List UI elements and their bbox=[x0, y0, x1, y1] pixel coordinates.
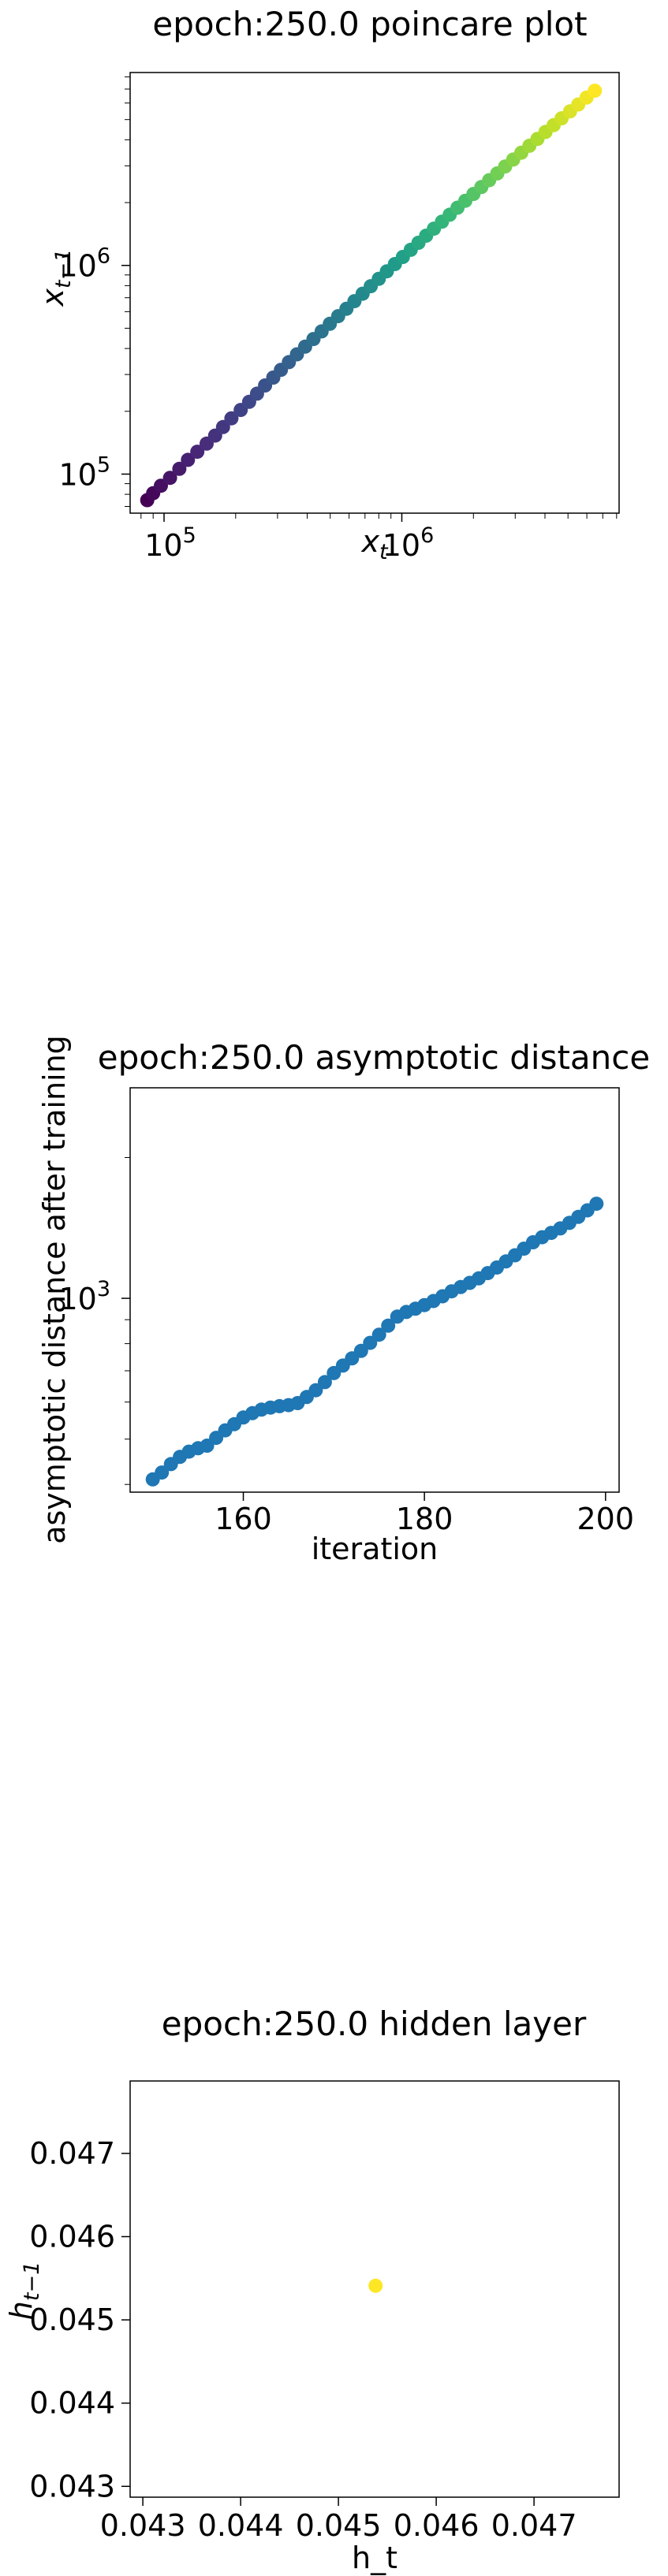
asymptotic-point bbox=[308, 1383, 323, 1398]
hidden-x-tick-label: 0.044 bbox=[198, 2508, 284, 2543]
asymptotic-distance-frame bbox=[129, 1087, 620, 1493]
poincare-y-axis-label: xt−1 bbox=[35, 249, 76, 307]
poincare-point bbox=[181, 452, 196, 467]
poincare-plot: epoch:250.0 poincare plot 105 106 105 10… bbox=[35, 5, 620, 564]
hidden-x-tick-label: 0.043 bbox=[100, 2508, 186, 2543]
asymptotic-x-axis-label: iteration bbox=[312, 1532, 438, 1566]
poincare-plot-minor-ticks bbox=[125, 76, 618, 519]
hidden-layer-plot: epoch:250.0 hidden layer 0.043 0.044 0.0… bbox=[4, 2005, 620, 2575]
asymptotic-point bbox=[155, 1465, 170, 1480]
poincare-plot-title: epoch:250.0 poincare plot bbox=[152, 5, 587, 43]
hidden-y-tick-label: 0.046 bbox=[29, 2219, 115, 2254]
hidden-layer-points bbox=[368, 2278, 383, 2293]
asymptotic-point bbox=[371, 1327, 386, 1342]
hidden-layer-point bbox=[368, 2278, 383, 2293]
poincare-y-tick-label: 105 bbox=[58, 452, 110, 492]
poincare-point bbox=[172, 461, 187, 476]
hidden-y-axis-label: ht−1 bbox=[4, 2261, 44, 2320]
hidden-x-tick-label: 0.047 bbox=[491, 2508, 577, 2543]
poincare-y-tick-label: 106 bbox=[58, 244, 110, 284]
asymptotic-x-tick-label: 200 bbox=[577, 1502, 635, 1536]
asymptotic-distance-plot: epoch:250.0 asymptotic distance 160 180 … bbox=[37, 1035, 650, 1566]
asymptotic-distance-minor-ticks bbox=[125, 1157, 130, 1485]
hidden-y-tick-label: 0.045 bbox=[29, 2302, 115, 2337]
poincare-x-axis-label: xt bbox=[360, 524, 389, 564]
hidden-y-tick-label: 0.047 bbox=[29, 2136, 115, 2171]
asymptotic-point bbox=[317, 1375, 332, 1390]
asymptotic-distance-title: epoch:250.0 asymptotic distance bbox=[98, 1038, 650, 1077]
hidden-x-axis-label: h_t bbox=[352, 2541, 397, 2575]
asymptotic-y-tick-label: 103 bbox=[58, 1277, 110, 1316]
hidden-x-tick-label: 0.045 bbox=[296, 2508, 382, 2543]
hidden-y-tick-label: 0.044 bbox=[29, 2386, 115, 2421]
poincare-point bbox=[588, 84, 603, 99]
asymptotic-x-tick-label: 180 bbox=[396, 1502, 453, 1536]
poincare-plot-points bbox=[140, 84, 603, 508]
poincare-point bbox=[162, 471, 177, 486]
poincare-x-tick-label: 106 bbox=[383, 523, 435, 563]
hidden-x-tick-label: 0.046 bbox=[394, 2508, 480, 2543]
poincare-point bbox=[190, 445, 205, 460]
asymptotic-x-tick-label: 160 bbox=[215, 1502, 272, 1536]
hidden-layer-title: epoch:250.0 hidden layer bbox=[162, 2005, 587, 2043]
asymptotic-point bbox=[363, 1335, 378, 1350]
poincare-x-tick-label: 105 bbox=[144, 523, 196, 563]
hidden-y-tick-label: 0.043 bbox=[29, 2469, 115, 2503]
asymptotic-point bbox=[381, 1318, 396, 1333]
asymptotic-distance-points bbox=[145, 1197, 604, 1487]
asymptotic-point bbox=[589, 1197, 604, 1212]
asymptotic-point bbox=[353, 1343, 368, 1358]
poincare-point bbox=[224, 411, 239, 426]
asymptotic-y-axis-label: asymptotic distance after training bbox=[37, 1035, 72, 1544]
